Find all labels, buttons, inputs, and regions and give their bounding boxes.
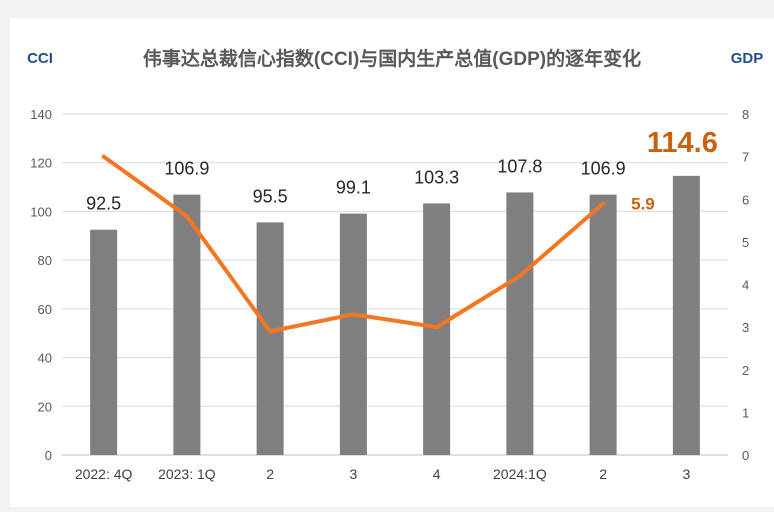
x-tick-label: 2022: 4Q xyxy=(75,466,133,482)
left-tick-label: 80 xyxy=(38,253,52,268)
cci-value-label: 106.9 xyxy=(164,159,209,179)
bar-series xyxy=(90,175,700,456)
right-tick-label: 0 xyxy=(742,448,749,463)
gdp-point xyxy=(601,201,606,206)
right-tick-label: 3 xyxy=(742,320,749,335)
gdp-point xyxy=(434,325,439,330)
cci-value-label: 95.5 xyxy=(253,186,288,206)
right-tick-label: 1 xyxy=(742,405,749,420)
x-tick-label: 4 xyxy=(433,466,441,482)
cci-value-label: 99.1 xyxy=(336,178,371,198)
left-tick-label: 20 xyxy=(38,399,52,414)
x-tick-label: 3 xyxy=(682,466,690,482)
left-tick-label: 0 xyxy=(45,448,52,463)
cci-bar xyxy=(173,194,201,456)
gdp-point xyxy=(517,273,522,278)
gridlines xyxy=(62,113,728,456)
gdp-point xyxy=(101,154,106,159)
right-tick-label: 2 xyxy=(742,363,749,378)
cci-value-label: 107.8 xyxy=(497,156,542,176)
cci-bar xyxy=(506,192,534,455)
right-tick-label: 6 xyxy=(742,192,749,207)
right-tick-label: 5 xyxy=(742,235,749,250)
gdp-point xyxy=(351,312,356,317)
cci-bar xyxy=(589,194,617,456)
left-tick-label: 60 xyxy=(38,302,52,317)
cci-value-label: 103.3 xyxy=(414,167,459,187)
right-tick-label: 7 xyxy=(742,150,749,165)
x-tick-label: 2023: 1Q xyxy=(158,466,216,482)
cci-gdp-chart: 伟事达总裁信心指数(CCI)与国内生产总值(GDP)的逐年变化 CCI GDP … xyxy=(27,47,764,482)
cci-bar xyxy=(672,175,700,456)
gdp-point xyxy=(268,329,273,334)
cci-bar xyxy=(423,203,451,455)
x-axis-ticks: 2022: 4Q 2023: 1Q 2 3 4 2024:1Q 2 3 xyxy=(75,466,691,482)
cci-value-label: 114.6 xyxy=(647,127,718,159)
cci-bar xyxy=(339,213,367,455)
right-tick-label: 8 xyxy=(742,107,749,122)
right-axis-ticks: 0 1 2 3 4 5 6 7 8 xyxy=(742,107,749,463)
x-tick-label: 2 xyxy=(599,466,607,482)
x-tick-label: 2024:1Q xyxy=(493,466,547,482)
cci-bar xyxy=(90,229,118,455)
gdp-point xyxy=(184,214,189,219)
left-tick-label: 140 xyxy=(30,107,52,122)
cci-value-label: 106.9 xyxy=(581,159,626,179)
chart-title: 伟事达总裁信心指数(CCI)与国内生产总值(GDP)的逐年变化 xyxy=(143,47,641,70)
left-axis-label: CCI xyxy=(27,50,53,67)
x-tick-label: 3 xyxy=(349,466,357,482)
x-tick-label: 2 xyxy=(266,466,274,482)
right-tick-label: 4 xyxy=(742,278,749,293)
cci-bar xyxy=(256,222,284,455)
cci-value-label: 92.5 xyxy=(86,194,121,214)
data-labels: 92.5 106.9 95.5 99.1 103.3 107.8 106.9 114.6 5.9 xyxy=(86,127,718,214)
right-axis-label: GDP xyxy=(731,50,764,67)
left-tick-label: 120 xyxy=(30,156,52,171)
left-axis-ticks: 0 20 40 60 80 100 120 140 xyxy=(30,107,52,463)
left-tick-label: 40 xyxy=(38,351,52,366)
gdp-value-label: 5.9 xyxy=(631,195,655,214)
line-series xyxy=(101,154,606,334)
chart-container: 伟事达总裁信心指数(CCI)与国内生产总值(GDP)的逐年变化 CCI GDP … xyxy=(10,18,774,507)
left-tick-label: 100 xyxy=(30,204,52,219)
